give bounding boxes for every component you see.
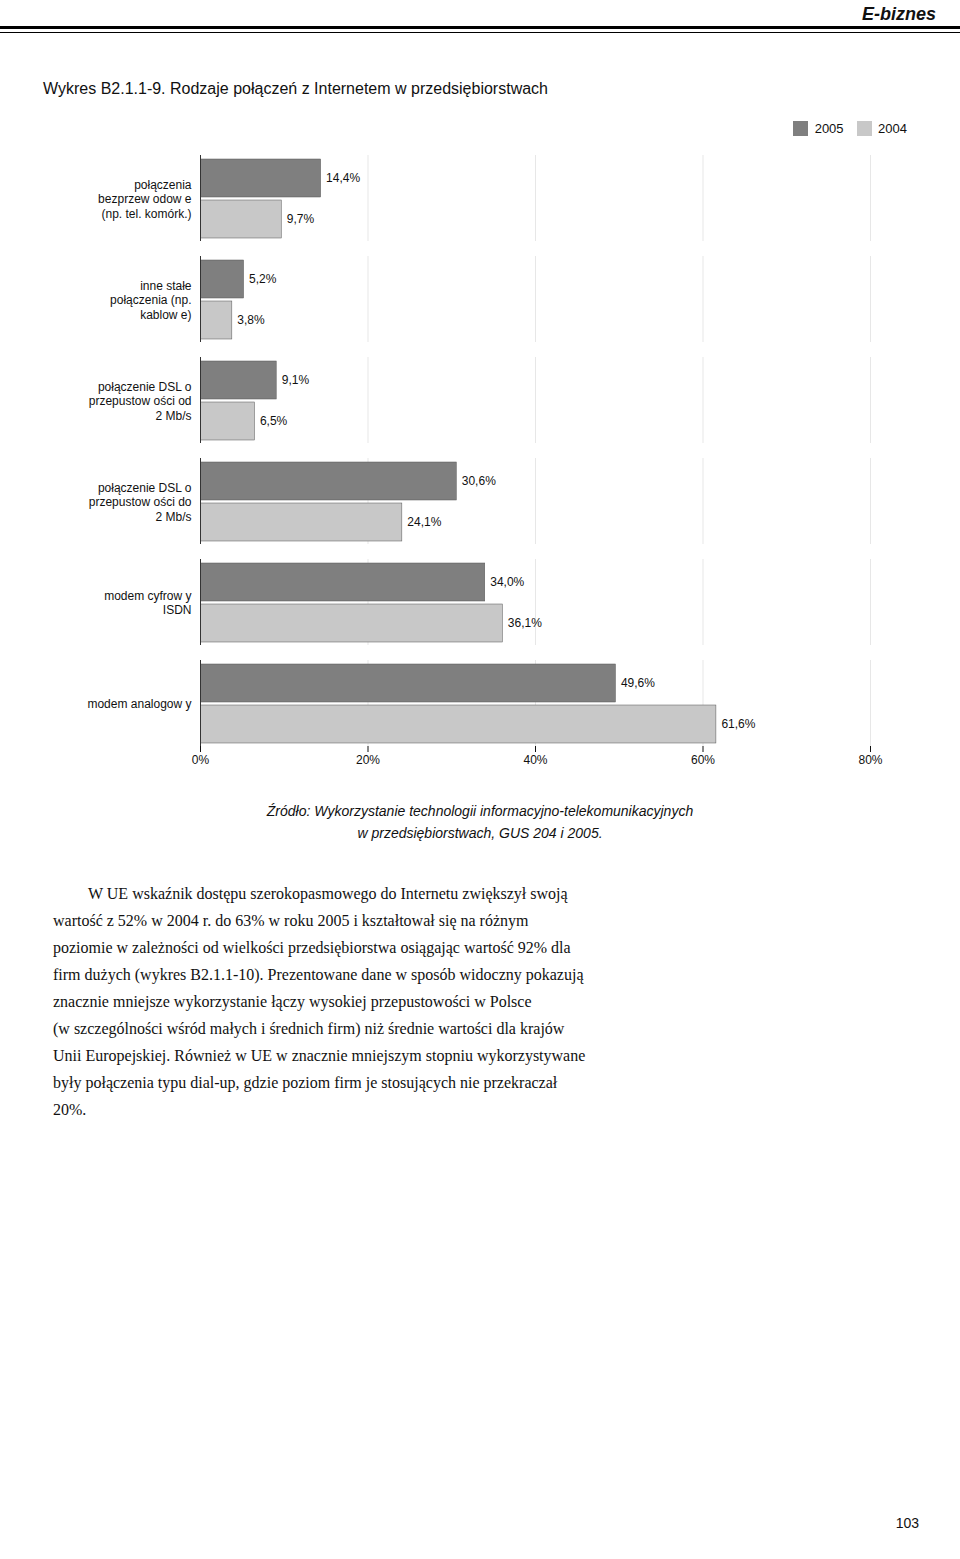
- svg-text:34,0%: 34,0%: [490, 575, 524, 589]
- svg-text:60%: 60%: [691, 753, 715, 767]
- svg-text:inne stałepołączenia (np.kablo: inne stałepołączenia (np.kablow e): [110, 279, 192, 322]
- svg-text:modem analogow y: modem analogow y: [87, 697, 191, 711]
- html-text:W UE wskaźnik dostępu szerokop: W UE wskaźnik dostępu szerokopasmowego d…: [88, 885, 568, 902]
- svg-text:3,8%: 3,8%: [237, 313, 265, 327]
- html-text:20%.: 20%.: [53, 1101, 87, 1118]
- svg-text:9,1%: 9,1%: [282, 373, 310, 387]
- svg-text:5,2%: 5,2%: [249, 272, 277, 286]
- svg-text:6,5%: 6,5%: [260, 414, 288, 428]
- html-text:w przedsiębiorstwach, GUS 204: w przedsiębiorstwach, GUS 204 i 2005.: [357, 825, 603, 841]
- html-text:Wykres B2.1.1-9. Rodzaje połąc: Wykres B2.1.1-9. Rodzaje połączeń z Inte…: [43, 80, 548, 97]
- svg-text:30,6%: 30,6%: [462, 474, 496, 488]
- html-text:znacznie mniejsze wykorzystani: znacznie mniejsze wykorzystanie łączy wy…: [53, 993, 532, 1010]
- svg-text:49,6%: 49,6%: [621, 676, 655, 690]
- html-text:Źródło: Wykorzystanie technolo: Źródło: Wykorzystanie technologii inform…: [266, 803, 694, 819]
- svg-text:20%: 20%: [356, 753, 380, 767]
- svg-text:połączenie DSL oprzepustow ośc: połączenie DSL oprzepustow ości od2 Mb/s: [89, 380, 192, 423]
- svg-text:24,1%: 24,1%: [407, 515, 441, 529]
- svg-text:0%: 0%: [192, 753, 210, 767]
- svg-text:36,1%: 36,1%: [508, 616, 542, 630]
- svg-text:14,4%: 14,4%: [326, 171, 360, 185]
- svg-text:40%: 40%: [523, 753, 547, 767]
- html-text:2005: 2005: [814, 121, 844, 136]
- html-text:103: 103: [895, 1515, 919, 1531]
- svg-text:80%: 80%: [858, 753, 882, 767]
- svg-text:połączeniabezprzew odow e(np.: połączeniabezprzew odow e(np. tel. komór…: [98, 178, 192, 221]
- svg-text:61,6%: 61,6%: [721, 717, 755, 731]
- svg-text:modem cyfrow yISDN: modem cyfrow yISDN: [104, 589, 191, 617]
- html-text:wartość z 52% w 2004 r. do 63%: wartość z 52% w 2004 r. do 63% w roku 20…: [53, 912, 529, 929]
- html-text:firm dużych (wykres B2.1.1-10): firm dużych (wykres B2.1.1-10). Prezento…: [53, 966, 584, 983]
- svg-text:połączenie DSL oprzepustow ośc: połączenie DSL oprzepustow ości do2 Mb/s: [89, 481, 192, 524]
- html-text:(w szczególności wśród małych: (w szczególności wśród małych i średnich…: [53, 1020, 565, 1037]
- svg-text:9,7%: 9,7%: [287, 212, 315, 226]
- html-text:były połączenia typu dial-up,: były połączenia typu dial-up, gdzie pozi…: [53, 1074, 558, 1091]
- html-text:Unii Europejskiej. Również w U: Unii Europejskiej. Również w UE w znaczn…: [53, 1047, 586, 1064]
- html-text:poziomie w zależności od wielk: poziomie w zależności od wielkości przed…: [53, 939, 571, 956]
- html-text:E-biznes: E-biznes: [862, 4, 936, 24]
- html-text:2004: 2004: [878, 121, 907, 136]
